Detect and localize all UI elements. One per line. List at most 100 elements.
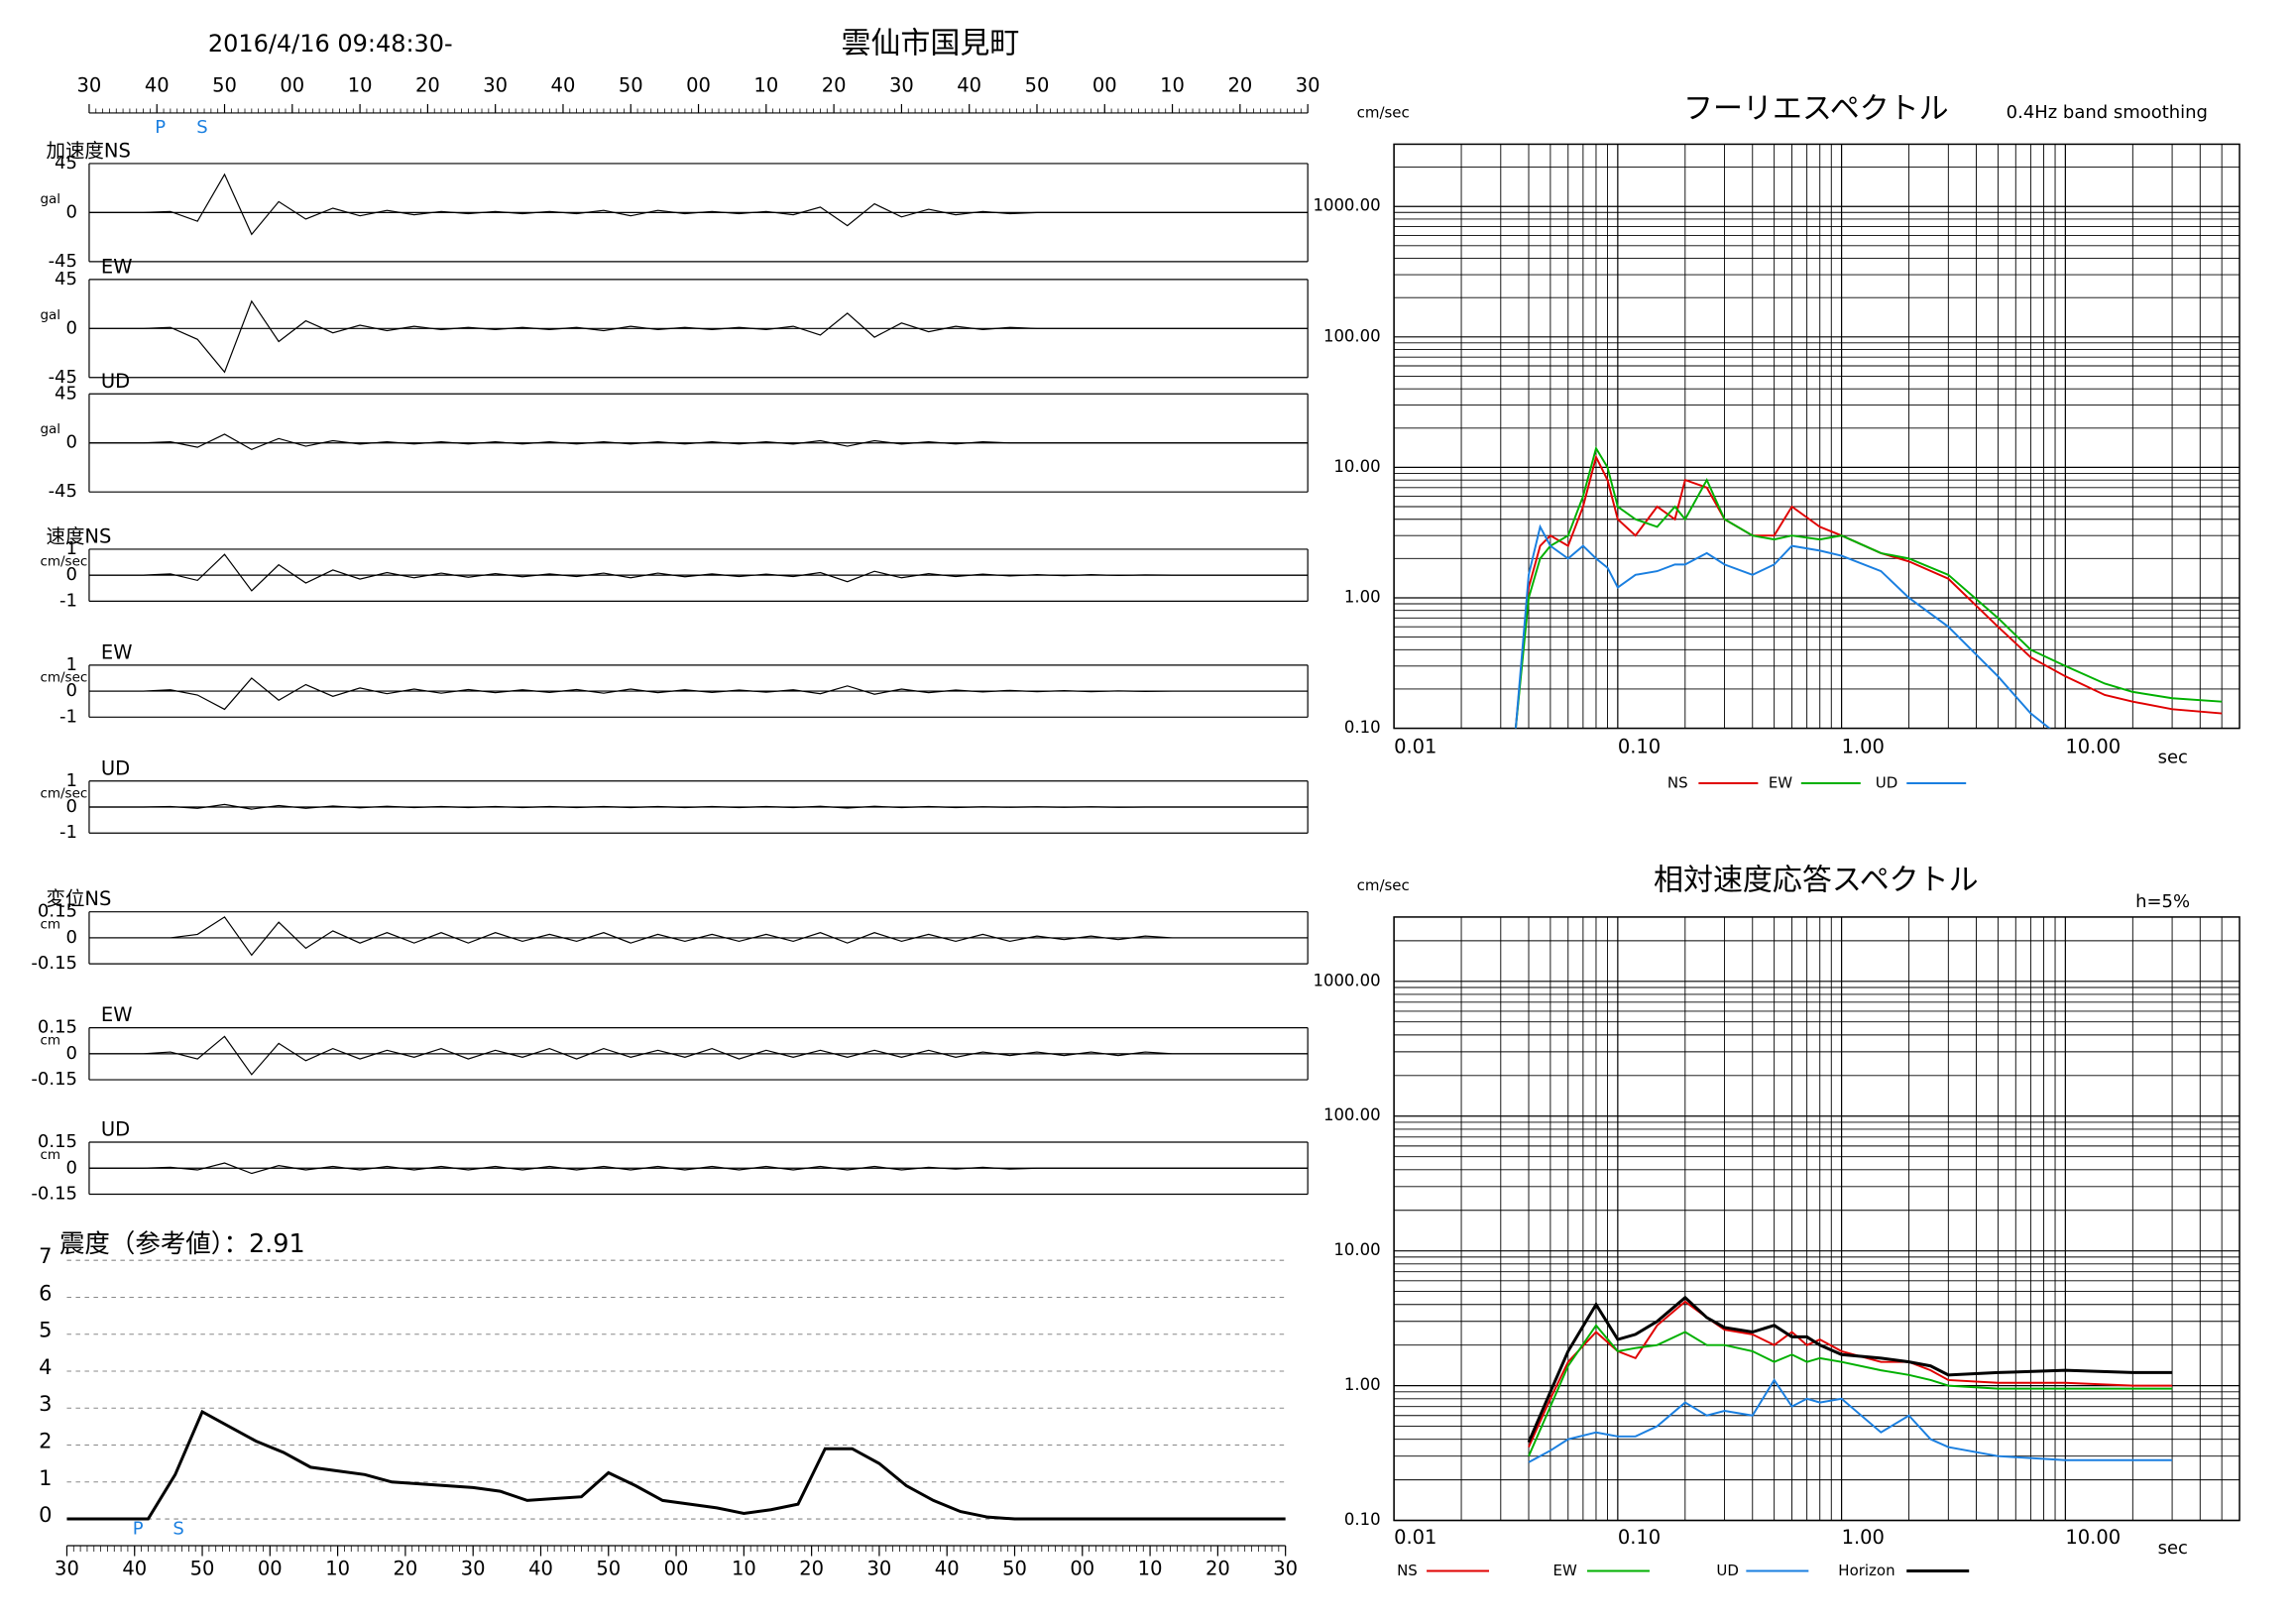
x-tick-label: 0.10 [1618, 736, 1661, 758]
x-tick-label: 20 [1205, 1558, 1230, 1580]
y-tick-label: 0 [66, 317, 77, 338]
y-tick-label: -45 [49, 251, 77, 272]
x-tick-label: 20 [415, 73, 440, 96]
plot-frame [1393, 143, 2240, 730]
panel-unit: cm [40, 916, 60, 932]
x-tick-label: 10.00 [2065, 1526, 2121, 1549]
y-tick-label: -45 [49, 481, 77, 502]
y-tick-label: 1.00 [1344, 1375, 1381, 1394]
x-tick-label: 50 [1002, 1558, 1027, 1580]
x-tick-label: 10 [325, 1558, 350, 1580]
y-axis-label: cm/sec [1357, 876, 1410, 894]
spectrum-line [1514, 523, 2051, 729]
y-tick-label: 5 [39, 1319, 52, 1342]
x-tick-label: 30 [461, 1558, 486, 1580]
x-tick-label: 40 [551, 73, 576, 96]
x-tick-label: 1.00 [1842, 1526, 1885, 1549]
y-tick-label: 2 [39, 1430, 52, 1453]
y-tick-label: -0.15 [31, 1069, 76, 1090]
panel-label: UD [101, 370, 130, 393]
y-tick-label: 100.00 [1323, 326, 1381, 345]
x-tick-label: 0.01 [1394, 736, 1436, 758]
x-tick-label: 0.10 [1618, 1526, 1661, 1549]
panel-unit: cm [40, 1032, 60, 1048]
waveform [88, 803, 1309, 810]
waveform [88, 916, 1309, 957]
x-tick-label: 40 [145, 73, 170, 96]
waveform [88, 1035, 1309, 1076]
panel-unit: cm/sec [40, 554, 87, 570]
y-tick-label: 3 [39, 1392, 52, 1416]
panel-label: 速度NS [46, 524, 111, 547]
panel-label: EW [101, 640, 133, 663]
waveform [88, 173, 1309, 236]
panel-label: 変位NS [46, 887, 111, 910]
x-tick-label: 30 [867, 1558, 892, 1580]
plot-frame [1393, 916, 2240, 1522]
intensity-line [66, 1409, 1286, 1521]
waveform [88, 677, 1309, 711]
spectrum-line [1527, 1295, 2173, 1444]
y-tick-label: -45 [49, 367, 77, 388]
spectrum-line [1514, 445, 2223, 729]
x-tick-label: 50 [1025, 73, 1050, 96]
y-tick-label: 1000.00 [1313, 196, 1380, 215]
x-tick-label: 50 [190, 1558, 215, 1580]
legend-label: Horizon [1838, 1562, 1894, 1579]
y-tick-label: 10.00 [1333, 1240, 1380, 1259]
panel-unit: gal [40, 191, 60, 207]
y-tick-label: 0.15 [38, 901, 77, 922]
x-tick-label: 50 [596, 1558, 621, 1580]
legend-label: NS [1667, 774, 1688, 792]
y-tick-label: 0 [66, 680, 77, 701]
y-tick-label: 45 [55, 269, 77, 290]
y-tick-label: -0.15 [31, 953, 76, 974]
y-tick-label: 45 [55, 383, 77, 404]
x-tick-label: 1.00 [1842, 736, 1885, 758]
station-title: 雲仙市国見町 [841, 27, 1019, 61]
panel-label: UD [101, 756, 130, 779]
chart-subtitle: 0.4Hz band smoothing [2007, 102, 2208, 123]
panel-unit: cm/sec [40, 786, 87, 802]
x-tick-label: 10 [732, 1558, 756, 1580]
x-tick-label: 30 [55, 1558, 79, 1580]
x-tick-label: 20 [1227, 73, 1252, 96]
x-tick-label: 10 [753, 73, 778, 96]
spectrum-line [1528, 1300, 2173, 1448]
y-axis-label: cm/sec [1357, 103, 1410, 121]
waveform [88, 299, 1309, 374]
panel-label: EW [101, 255, 133, 278]
y-tick-label: 0 [66, 927, 77, 948]
phase-marker: P [133, 1519, 144, 1540]
legend-label: NS [1397, 1562, 1418, 1579]
y-tick-label: 0 [66, 201, 77, 222]
y-tick-label: 0.15 [38, 1131, 77, 1152]
panel-label: UD [101, 1118, 130, 1141]
x-axis-label: sec [2158, 1538, 2188, 1559]
phase-marker: S [172, 1519, 183, 1540]
y-tick-label: 0 [66, 564, 77, 585]
y-tick-label: 1000.00 [1313, 971, 1380, 989]
annotation: h=5% [2135, 891, 2190, 912]
y-tick-label: -0.15 [31, 1184, 76, 1205]
x-tick-label: 30 [889, 73, 914, 96]
x-tick-label: 00 [1070, 1558, 1094, 1580]
chart-title: フーリエスペクトル [1683, 91, 1949, 126]
x-tick-label: 0.01 [1394, 1526, 1436, 1549]
x-tick-label: 50 [619, 73, 643, 96]
x-tick-label: 30 [77, 73, 102, 96]
x-tick-label: 00 [686, 73, 711, 96]
x-tick-label: 00 [280, 73, 304, 96]
waveform [88, 433, 1309, 451]
y-tick-label: -1 [59, 706, 77, 727]
y-tick-label: 0 [66, 796, 77, 817]
spectrum-line [1528, 1378, 2173, 1463]
chart-title: 相対速度応答スペクトル [1654, 863, 1979, 897]
x-tick-label: 40 [122, 1558, 147, 1580]
y-tick-label: 0 [66, 1043, 77, 1064]
y-tick-label: 0 [66, 1157, 77, 1178]
x-tick-label: 30 [483, 73, 508, 96]
x-tick-label: 30 [1273, 1558, 1298, 1580]
start-time: 2016/4/16 09:48:30- [208, 30, 453, 58]
